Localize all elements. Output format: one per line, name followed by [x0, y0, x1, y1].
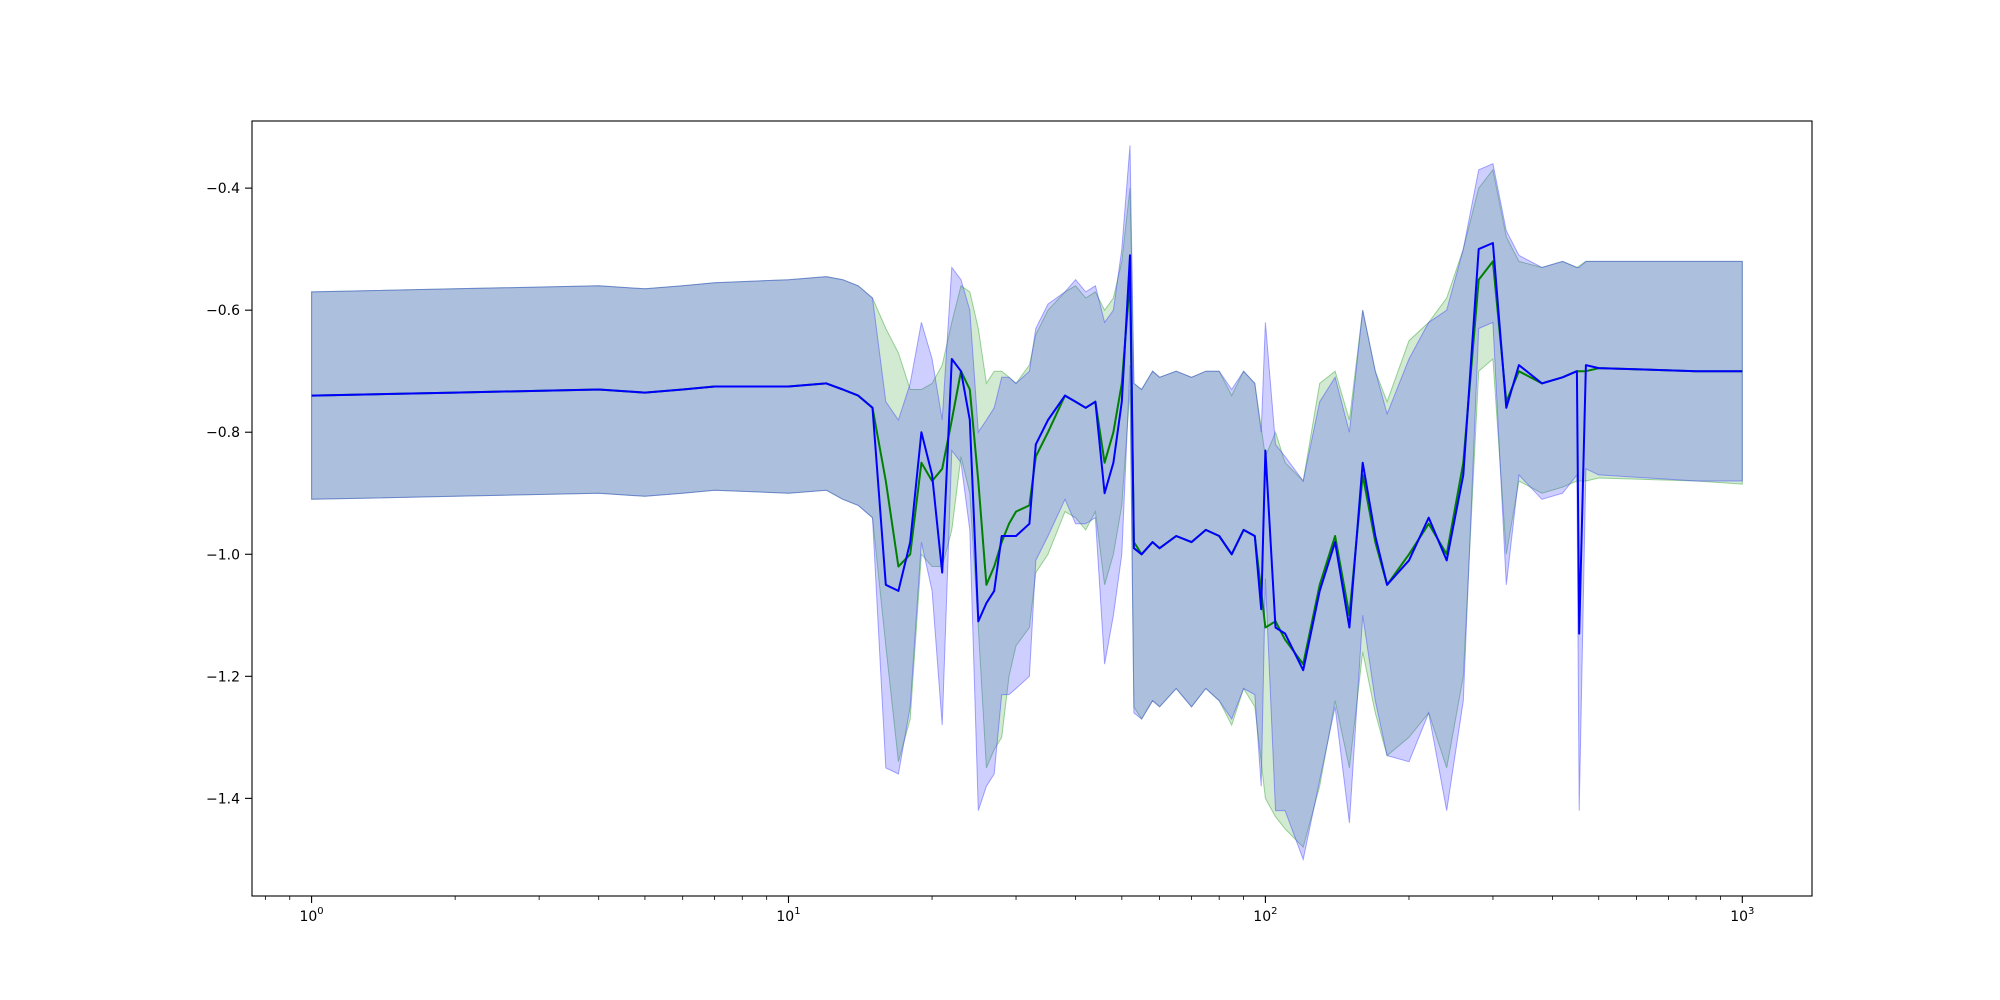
y-tick-label: −0.6	[206, 303, 240, 319]
y-tick-label: −1.0	[206, 547, 240, 563]
axes-frame	[251, 120, 1813, 897]
x-tick-label: 102	[1253, 906, 1277, 925]
plot-area	[251, 120, 1813, 897]
y-axis: −0.4 −0.6 −0.8 −1.0 −1.2 −1.4	[206, 181, 252, 807]
x-axis: 100 101 102 103	[264, 896, 1754, 925]
axes-background	[252, 121, 1812, 896]
series-2-band	[311, 145, 1743, 862]
series-lines	[311, 242, 1743, 672]
y-tick-label: −0.4	[206, 181, 240, 197]
y-tick-label: −1.4	[206, 791, 240, 807]
confidence-bands	[311, 145, 1743, 862]
series-1-band	[311, 168, 1743, 849]
x-tick-label: 101	[776, 906, 800, 925]
series-2-line	[311, 242, 1743, 672]
y-tick-label: −0.8	[206, 425, 240, 441]
x-tick-label: 103	[1730, 906, 1754, 925]
y-tick-label: −1.2	[206, 669, 240, 685]
x-tick-label: 100	[299, 906, 323, 925]
